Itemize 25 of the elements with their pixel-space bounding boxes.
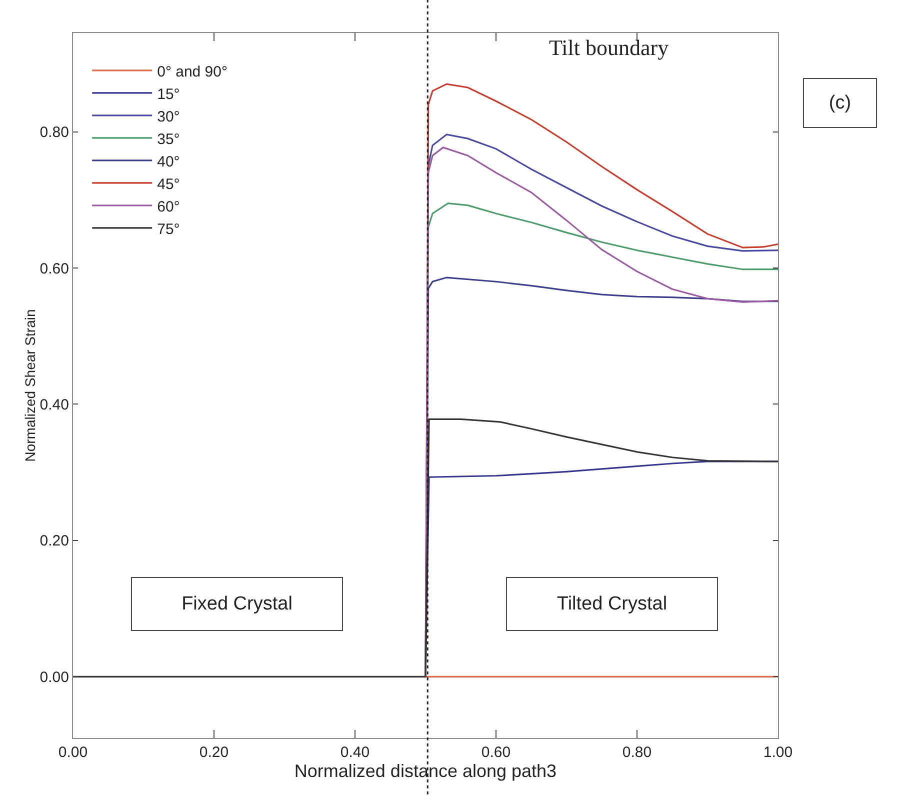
y-tick-label: 0.00 <box>40 668 69 686</box>
x-axis-title: Normalized distance along path3 <box>294 761 557 782</box>
text: (c) <box>828 92 852 114</box>
legend-label: 75° <box>157 220 180 238</box>
annotation: Tilted Crystal <box>556 594 668 614</box>
y-tick-label: 0.40 <box>40 396 69 414</box>
x-tick-label: 0.00 <box>58 744 88 761</box>
y-tick-label: 0.80 <box>40 124 69 142</box>
annotation: Fixed Crystal <box>182 594 292 614</box>
y-tick-label: 0.20 <box>40 532 69 550</box>
x-tick-label: 0.40 <box>340 744 370 761</box>
legend-label: 40° <box>157 153 180 170</box>
legend-label: 35° <box>157 130 180 148</box>
legend-label: 15° <box>157 86 180 103</box>
y-tick-label: 0.60 <box>40 260 69 278</box>
legend-label: 0° and 90° <box>157 63 228 80</box>
legend-label: 30° <box>157 108 180 126</box>
x-tick-label: 0.80 <box>622 744 652 761</box>
legend-label: 60° <box>157 198 180 216</box>
x-tick-label: 0.20 <box>199 744 229 761</box>
x-tick-label: 0.60 <box>481 744 511 761</box>
y-axis-title: Normalized Shear Strain <box>22 309 38 462</box>
legend-label: 45° <box>157 176 180 193</box>
x-tick-label: 1.00 <box>763 744 793 761</box>
annotation: Tilt boundary <box>549 35 669 60</box>
